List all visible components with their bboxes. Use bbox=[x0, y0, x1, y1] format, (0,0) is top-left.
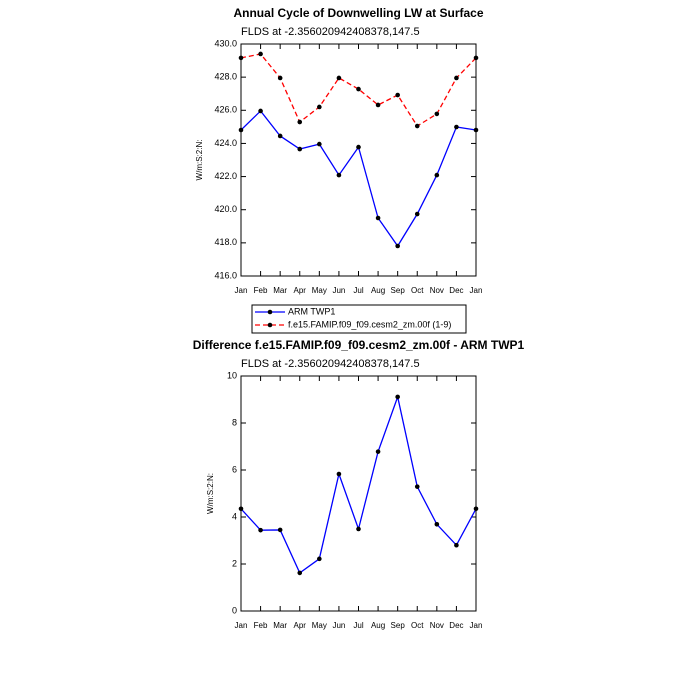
data-line bbox=[240, 109, 477, 248]
x-tick-label: Nov bbox=[430, 621, 444, 630]
y-axis-label: W/m:S:2:N: bbox=[206, 473, 215, 514]
data-point bbox=[414, 484, 420, 489]
data-point bbox=[336, 75, 342, 81]
legend-label: ARM TWP1 bbox=[288, 306, 335, 316]
data-point bbox=[434, 111, 440, 117]
data-point bbox=[375, 215, 381, 221]
y-tick-label: 430.0 bbox=[214, 38, 237, 48]
chart-subtitle: FLDS at -2.356020942408378,147.5 bbox=[241, 26, 420, 38]
data-point bbox=[317, 556, 322, 562]
data-point bbox=[414, 123, 420, 129]
data-point bbox=[375, 449, 381, 454]
plot-frame bbox=[240, 43, 477, 277]
y-tick-label: 424.0 bbox=[214, 138, 237, 148]
y-axis-label: W/m:S:2:N: bbox=[195, 140, 204, 181]
x-tick-label: Dec bbox=[449, 286, 463, 295]
x-tick-label: Oct bbox=[411, 286, 424, 295]
y-tick-label: 4 bbox=[232, 511, 237, 521]
data-point bbox=[356, 526, 361, 532]
data-point bbox=[356, 144, 361, 150]
data-point bbox=[375, 102, 381, 108]
x-tick-label: Jul bbox=[353, 286, 363, 295]
legend-box bbox=[251, 304, 467, 334]
x-tick-label: Sep bbox=[391, 621, 406, 630]
legend-marker bbox=[267, 309, 273, 315]
x-tick-label: Apr bbox=[294, 286, 307, 295]
y-tick-label: 6 bbox=[232, 464, 237, 474]
data-point bbox=[317, 141, 322, 147]
x-tick-label: Mar bbox=[273, 286, 287, 295]
y-tick-label: 428.0 bbox=[214, 72, 237, 82]
data-point bbox=[336, 172, 342, 178]
x-tick-label: Feb bbox=[254, 286, 268, 295]
data-point bbox=[454, 542, 459, 548]
x-tick-label: Jan bbox=[235, 621, 248, 630]
data-line bbox=[240, 394, 477, 574]
data-point bbox=[336, 471, 342, 477]
plot-frame bbox=[240, 375, 477, 612]
data-point bbox=[238, 506, 244, 512]
x-tick-label: Sep bbox=[391, 286, 406, 295]
x-tick-label: Jan bbox=[470, 286, 483, 295]
data-point bbox=[258, 527, 263, 533]
data-point bbox=[297, 146, 303, 152]
data-point bbox=[277, 527, 283, 533]
x-tick-label: Jul bbox=[353, 621, 363, 630]
y-tick-label: 2 bbox=[232, 558, 237, 568]
data-point bbox=[317, 104, 322, 110]
y-tick-label: 420.0 bbox=[214, 204, 237, 214]
y-tick-label: 10 bbox=[227, 370, 237, 380]
x-tick-label: Mar bbox=[273, 621, 287, 630]
data-point bbox=[297, 119, 303, 125]
data-point bbox=[238, 127, 244, 133]
data-point bbox=[258, 51, 263, 57]
data-point bbox=[434, 521, 440, 527]
x-tick-label: Aug bbox=[371, 621, 385, 630]
data-point bbox=[258, 108, 263, 114]
legend-marker bbox=[267, 322, 273, 328]
data-point bbox=[454, 124, 459, 130]
chart-title: Difference f.e15.FAMIP.f09_f09.cesm2_zm.… bbox=[193, 338, 525, 352]
data-point bbox=[395, 92, 400, 98]
x-tick-label: Feb bbox=[254, 621, 268, 630]
y-tick-label: 416.0 bbox=[214, 270, 237, 280]
data-point bbox=[277, 133, 283, 139]
data-point bbox=[297, 570, 303, 576]
data-point bbox=[238, 55, 244, 61]
y-tick-label: 0 bbox=[232, 605, 237, 615]
data-point bbox=[434, 172, 440, 178]
legend-label: f.e15.FAMIP.f09_f09.cesm2_zm.00f (1-9) bbox=[288, 319, 451, 329]
data-point bbox=[395, 243, 400, 249]
x-tick-label: Nov bbox=[430, 286, 444, 295]
x-tick-label: Dec bbox=[449, 621, 463, 630]
x-tick-label: Aug bbox=[371, 286, 385, 295]
data-point bbox=[454, 75, 459, 81]
data-point bbox=[473, 506, 479, 512]
y-tick-label: 426.0 bbox=[214, 105, 237, 115]
x-tick-label: May bbox=[312, 621, 327, 630]
data-point bbox=[414, 211, 420, 217]
y-tick-label: 8 bbox=[232, 417, 237, 427]
y-tick-label: 418.0 bbox=[214, 237, 237, 247]
x-tick-label: Jan bbox=[235, 286, 248, 295]
x-tick-label: Apr bbox=[294, 621, 307, 630]
data-point bbox=[277, 75, 283, 81]
y-tick-label: 422.0 bbox=[214, 171, 237, 181]
chart-title: Annual Cycle of Downwelling LW at Surfac… bbox=[233, 6, 483, 20]
data-point bbox=[395, 394, 400, 400]
x-tick-label: Jun bbox=[332, 621, 345, 630]
x-tick-label: May bbox=[312, 286, 327, 295]
data-point bbox=[356, 86, 361, 92]
data-point bbox=[473, 127, 479, 133]
chart-subtitle: FLDS at -2.356020942408378,147.5 bbox=[241, 358, 420, 370]
x-tick-label: Jan bbox=[470, 621, 483, 630]
data-point bbox=[473, 55, 479, 61]
x-tick-label: Oct bbox=[411, 621, 424, 630]
x-tick-label: Jun bbox=[332, 286, 345, 295]
